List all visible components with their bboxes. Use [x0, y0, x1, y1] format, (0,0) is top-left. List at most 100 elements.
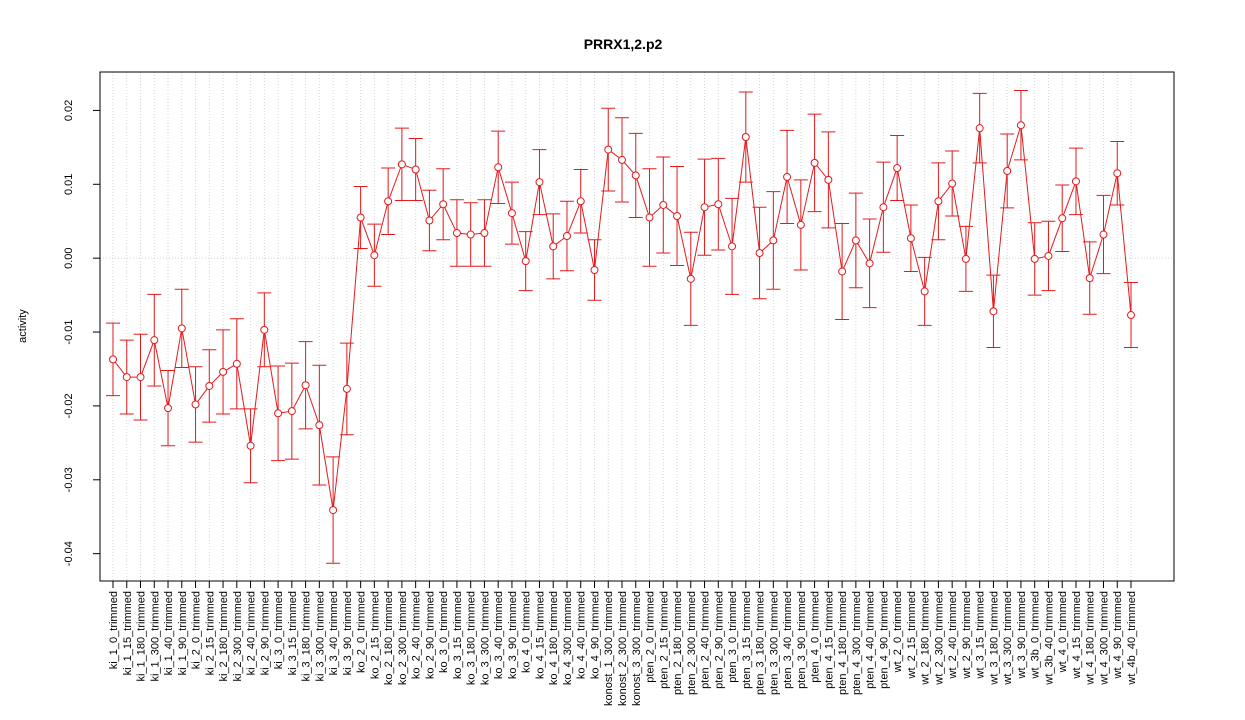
data-point — [604, 145, 613, 154]
x-tick-label: pten_4_40_trimmed — [865, 591, 877, 689]
x-tick-label: ko_2_90_trimmed — [424, 591, 436, 679]
data-point — [535, 178, 544, 187]
x-tick-label: wt_4_180_trimmed — [1085, 591, 1097, 686]
x-tick-label: pten_3_180_trimmed — [755, 591, 767, 695]
data-point — [205, 381, 214, 390]
x-tick-label: pten_2_0_trimmed — [645, 591, 657, 683]
x-tick-label: wt_2_180_trimmed — [920, 591, 932, 686]
x-tick-label: wt_4_0_trimmed — [1057, 591, 1069, 673]
x-tick-label: pten_3_0_trimmed — [727, 591, 739, 683]
x-tick-label: ko_2_15_trimmed — [369, 591, 381, 679]
x-tick-label: wt_3b_0_trimmed — [1030, 591, 1042, 679]
data-point — [906, 234, 915, 243]
data-point — [397, 160, 406, 169]
x-tick-label: pten_3_300_trimmed — [768, 591, 780, 695]
data-point — [356, 213, 365, 222]
y-tick-label: 0.01 — [63, 174, 75, 195]
x-tick-label: ki_1_0_trimmed — [108, 591, 120, 669]
data-point — [301, 381, 310, 390]
data-point — [1003, 166, 1012, 175]
x-tick-label: pten_2_40_trimmed — [700, 591, 712, 689]
x-tick-label: wt_3_300_trimmed — [1002, 591, 1014, 686]
x-tick-label: ki_2_15_trimmed — [204, 591, 216, 675]
data-point — [1099, 230, 1108, 239]
x-tick-label: pten_4_15_trimmed — [823, 591, 835, 689]
data-point — [425, 216, 434, 225]
data-point — [934, 197, 943, 206]
data-point — [796, 220, 805, 229]
data-point — [439, 200, 448, 209]
x-tick-label: wt_4_90_trimmed — [1112, 591, 1124, 679]
data-point — [136, 373, 145, 382]
x-tick-label: ki_2_40_trimmed — [246, 591, 258, 675]
x-tick-label: pten_3_40_trimmed — [782, 591, 794, 689]
data-point — [274, 409, 283, 418]
data-point — [645, 213, 654, 222]
x-tick-label: wt_2_15_trimmed — [906, 591, 918, 679]
x-tick-label: ki_3_15_trimmed — [287, 591, 299, 675]
x-tick-label: ki_3_90_trimmed — [342, 591, 354, 675]
x-tick-label: wt_3_15_trimmed — [975, 591, 987, 679]
x-tick-label: ko_3_0_trimmed — [438, 591, 450, 673]
data-point — [549, 242, 558, 251]
data-point — [975, 124, 984, 133]
y-tick-label: -0.04 — [63, 541, 75, 566]
x-tick-label: ki_2_180_trimmed — [218, 591, 230, 682]
y-tick-label: -0.01 — [63, 320, 75, 345]
x-tick-label: ki_3_0_trimmed — [273, 591, 285, 669]
data-point — [287, 407, 296, 416]
data-point — [865, 259, 874, 268]
x-tick-label: wt_3b_40_trimmed — [1043, 591, 1055, 686]
data-point — [411, 165, 420, 174]
data-point — [659, 200, 668, 209]
x-tick-label: pten_2_300_trimmed — [686, 591, 698, 695]
data-point — [1127, 311, 1135, 320]
data-point — [686, 274, 695, 283]
x-tick-label: konost_2_300_trimmed — [617, 591, 629, 706]
data-point — [232, 359, 241, 368]
x-tick-label: pten_2_180_trimmed — [672, 591, 684, 695]
x-tick-label: wt_4_300_trimmed — [1098, 591, 1110, 686]
x-tick-label: ko_2_180_trimmed — [383, 591, 395, 685]
x-tick-label: pten_4_0_trimmed — [810, 591, 822, 683]
data-point — [260, 325, 269, 334]
data-point — [989, 307, 998, 316]
y-axis-label: activity — [17, 309, 29, 343]
data-point — [521, 257, 530, 266]
data-point — [741, 133, 750, 142]
x-tick-label: ki_3_180_trimmed — [301, 591, 313, 682]
data-point — [384, 197, 393, 206]
data-point — [480, 229, 489, 238]
x-tick-label: ki_2_90_trimmed — [259, 591, 271, 675]
data-point — [1030, 254, 1039, 263]
x-tick-label: wt_2_40_trimmed — [947, 591, 959, 679]
data-point — [150, 336, 159, 345]
x-tick-label: ki_1_90_trimmed — [177, 591, 189, 675]
data-point — [1113, 169, 1122, 178]
x-tick-label: ko_3_15_trimmed — [452, 591, 464, 679]
chart-title: PRRX1,2.p2 — [584, 36, 663, 52]
y-tick-label: 0.00 — [63, 247, 75, 268]
x-tick-label: ki_2_300_trimmed — [232, 591, 244, 682]
data-point — [576, 197, 585, 206]
x-tick-label: pten_2_15_trimmed — [658, 591, 670, 689]
x-tick-label: pten_4_90_trimmed — [878, 591, 890, 689]
y-tick-label: -0.02 — [63, 393, 75, 418]
data-point — [122, 373, 131, 382]
data-point — [1058, 214, 1067, 223]
x-tick-label: wt_2_300_trimmed — [933, 591, 945, 686]
data-point — [164, 404, 173, 413]
data-point — [1071, 177, 1080, 186]
x-tick-label: ki_3_300_trimmed — [314, 591, 326, 682]
x-tick-label: ki_1_15_trimmed — [122, 591, 134, 675]
x-tick-label: ko_4_180_trimmed — [548, 591, 560, 685]
data-point — [673, 212, 682, 221]
x-tick-label: wt_4b_40_trimmed — [1126, 591, 1138, 686]
data-point — [783, 172, 792, 181]
x-tick-label: pten_4_180_trimmed — [837, 591, 849, 695]
plot-frame — [99, 71, 1175, 582]
x-tick-label: wt_3_90_trimmed — [1016, 591, 1028, 679]
x-tick-label: ko_3_180_trimmed — [466, 591, 478, 685]
data-point — [810, 158, 819, 167]
